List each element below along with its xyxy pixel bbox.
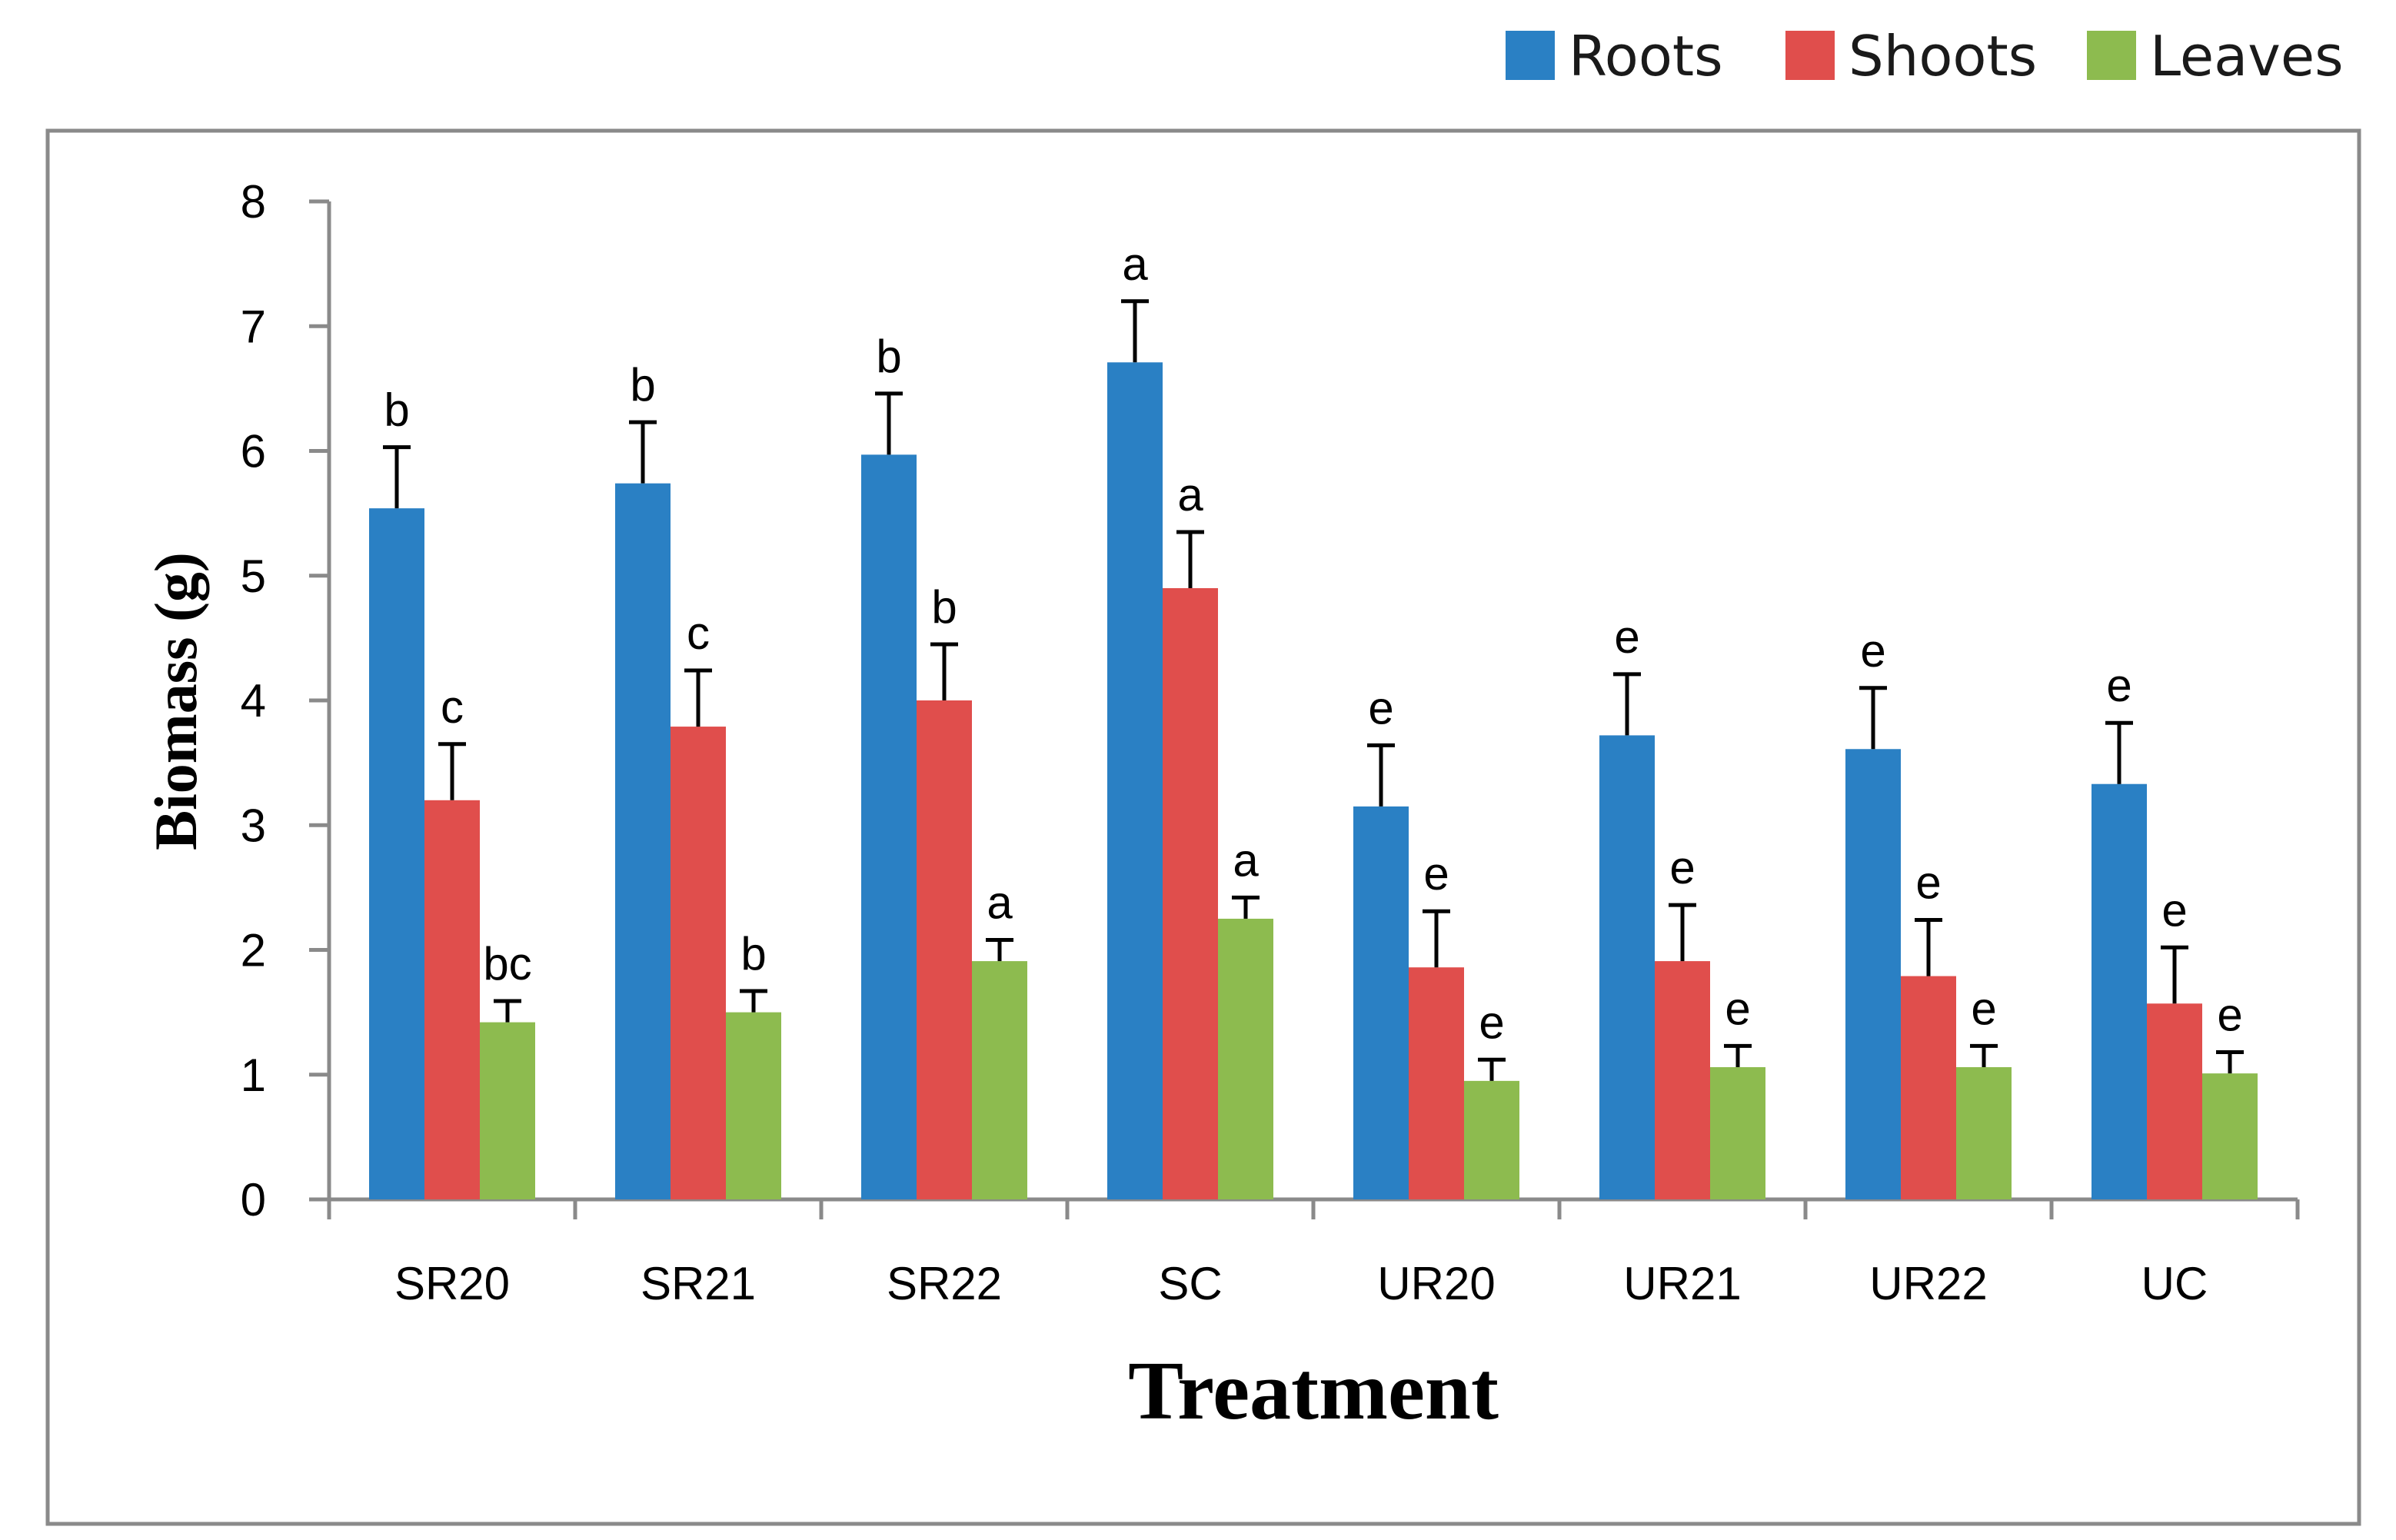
significance-letter: e (1971, 983, 1996, 1034)
significance-letter: e (2106, 660, 2131, 711)
legend-swatch-roots (1506, 31, 1555, 80)
significance-letter: e (2217, 990, 2242, 1041)
bar-roots (861, 454, 917, 1199)
significance-letter: a (987, 877, 1013, 929)
bar-shoots (424, 800, 480, 1199)
legend-label-roots: Roots (1569, 24, 1723, 88)
y-tick-label: 1 (241, 1049, 266, 1101)
x-axis-title: Treatment (1128, 1345, 1499, 1437)
bar-shoots (1655, 961, 1710, 1199)
bar-roots (2092, 783, 2147, 1199)
y-tick-label: 4 (241, 675, 266, 727)
significance-letter: e (1860, 625, 1885, 677)
bar-leaves (1710, 1067, 1765, 1199)
bar-roots (1845, 749, 1901, 1199)
x-tick-label: UR21 (1623, 1258, 1741, 1309)
significance-letter: e (1479, 996, 1504, 1048)
x-tick-label: UC (2141, 1258, 2208, 1309)
significance-letter: e (1725, 983, 1750, 1034)
significance-letter: b (931, 581, 957, 633)
y-tick-label: 3 (241, 800, 266, 851)
bar-leaves (726, 1012, 781, 1199)
bar-shoots (917, 700, 972, 1199)
bar-leaves (480, 1022, 535, 1199)
significance-letter: e (1614, 611, 1639, 663)
y-tick-label: 5 (241, 550, 266, 602)
significance-letter: e (1915, 857, 1941, 909)
y-tick-label: 0 (241, 1174, 266, 1226)
significance-letter: b (876, 331, 901, 382)
bars (369, 362, 2258, 1199)
bar-roots (369, 508, 424, 1199)
x-tick-label: SR20 (394, 1258, 510, 1309)
error-bars (383, 299, 2244, 1081)
significance-letter: c (441, 681, 464, 733)
legend-label-leaves: Leaves (2150, 24, 2344, 88)
legend: Roots Shoots Leaves (1506, 24, 2344, 88)
y-tick-label: 6 (241, 426, 266, 477)
bar-shoots (2147, 1003, 2202, 1199)
bar-roots (615, 483, 671, 1199)
bar-leaves (1956, 1067, 2012, 1199)
x-tick-label: SC (1158, 1258, 1222, 1309)
bar-shoots (1163, 587, 1218, 1199)
x-tick-label: UR20 (1377, 1258, 1495, 1309)
bar-leaves (1218, 918, 1273, 1199)
bar-shoots (671, 727, 726, 1199)
legend-swatch-leaves (2087, 31, 2136, 80)
y-axis-ticks: 0 1 2 3 4 5 6 7 8 (241, 176, 329, 1226)
bar-shoots (1409, 967, 1464, 1199)
significance-letter: e (1423, 848, 1449, 900)
bar-leaves (1464, 1080, 1519, 1199)
bar-shoots (1901, 976, 1956, 1199)
significance-letter: b (740, 928, 766, 980)
y-axis-title: Biomass (g) (142, 552, 209, 850)
legend-swatch-shoots (1785, 31, 1835, 80)
bar-leaves (972, 961, 1027, 1199)
significance-letter: b (384, 384, 409, 436)
bar-roots (1353, 806, 1409, 1199)
significance-letter: b (630, 359, 655, 411)
bar-roots (1107, 362, 1163, 1199)
y-tick-label: 8 (241, 176, 266, 228)
significance-letter: e (1669, 842, 1695, 893)
x-tick-label: UR22 (1869, 1258, 1987, 1309)
significance-letter: c (687, 607, 710, 659)
significance-letter: e (1368, 682, 1393, 733)
significance-letter: a (1233, 834, 1259, 886)
legend-label-shoots: Shoots (1849, 24, 2037, 88)
significance-letter: a (1122, 238, 1148, 290)
y-tick-label: 2 (241, 925, 266, 976)
y-tick-label: 7 (241, 301, 266, 352)
significance-letter: bc (483, 938, 531, 990)
significance-letter: e (2161, 884, 2187, 936)
significance-letter: a (1177, 469, 1203, 521)
x-tick-label: SR22 (887, 1258, 1002, 1309)
bar-roots (1599, 735, 1655, 1199)
x-axis-ticks: SR20 SR21 SR22 SC UR20 UR21 UR22 UC (327, 1199, 2300, 1309)
bar-leaves (2202, 1073, 2258, 1199)
x-tick-label: SR21 (641, 1258, 756, 1309)
